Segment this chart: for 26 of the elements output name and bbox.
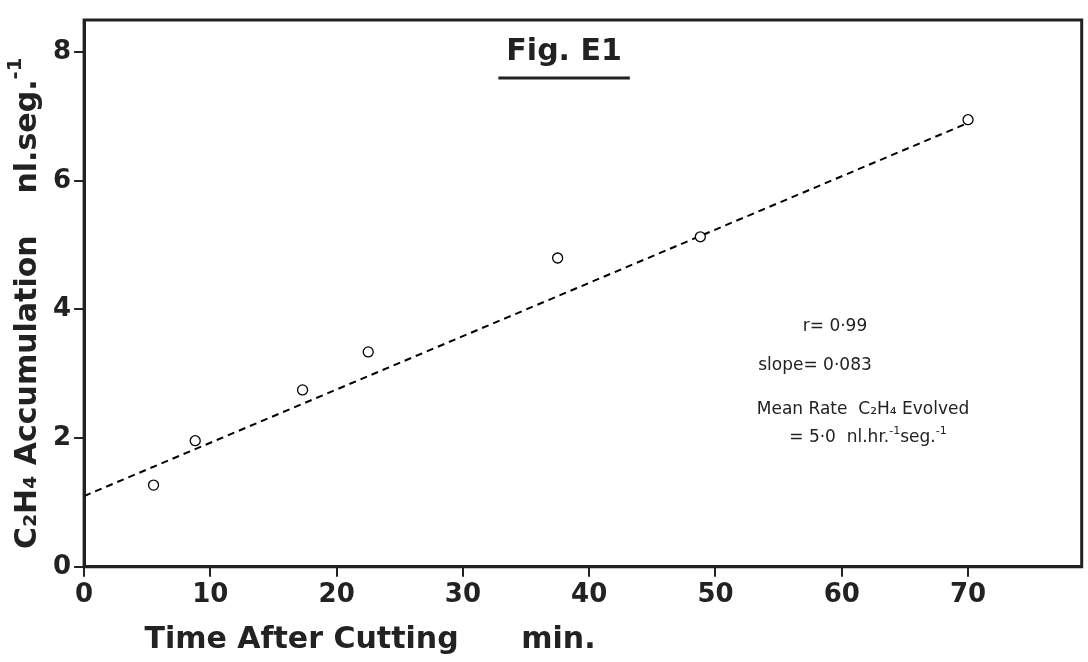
- x-tick-label: 40: [571, 578, 608, 609]
- x-tick-label: 10: [192, 578, 229, 609]
- point: [962, 114, 974, 126]
- point: [147, 479, 160, 491]
- y-tick-label: 2: [53, 420, 72, 451]
- point: [296, 384, 309, 396]
- x-tick-label: 50: [697, 578, 734, 609]
- y-tick-label: 4: [53, 292, 72, 323]
- x-axis-title: Time After Cutting min.: [144, 619, 596, 655]
- y-tick-label: 8: [53, 34, 72, 65]
- annotation: Mean Rate C₂H₄ Evolved: [756, 398, 970, 419]
- point: [551, 252, 564, 264]
- chart-title: Fig. E1: [506, 31, 622, 67]
- point: [362, 346, 374, 358]
- y-tick-label: 6: [53, 163, 72, 194]
- x-tick-label: 30: [444, 578, 482, 609]
- y-tick-label: 0: [53, 549, 72, 580]
- x-tick-label: 20: [318, 578, 355, 609]
- point: [694, 231, 706, 243]
- x-tick-label: 70: [949, 578, 987, 609]
- x-tick-label: 60: [823, 578, 860, 609]
- annotation: slope= 0·083: [758, 354, 872, 375]
- point: [189, 435, 201, 447]
- y-axis-title: C₂H₄ Accumulation nl.seg.-1: [3, 57, 43, 550]
- x-tick-label: 0: [75, 578, 94, 609]
- annotation: r= 0·99: [802, 315, 868, 336]
